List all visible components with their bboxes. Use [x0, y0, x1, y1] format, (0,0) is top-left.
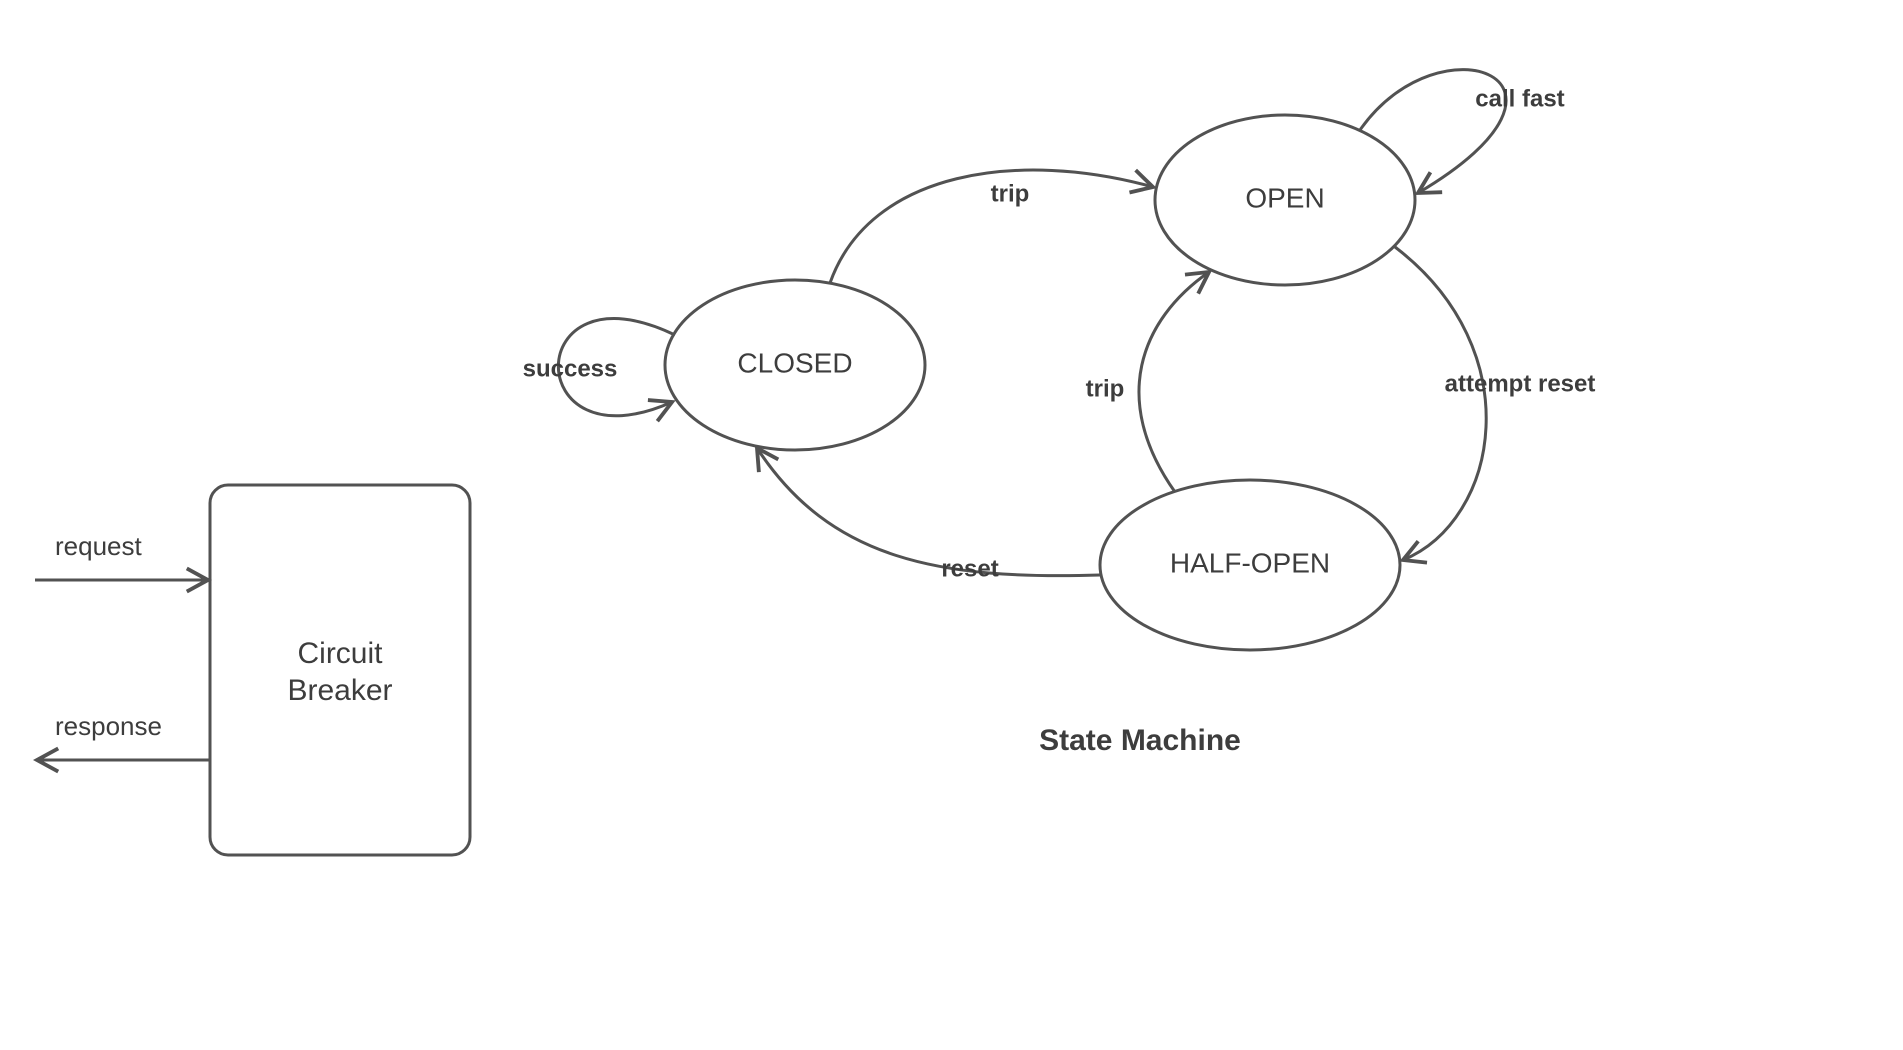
edge-attemptreset-label: attempt reset	[1445, 370, 1596, 397]
edge-attempt-reset: attempt reset	[1395, 247, 1595, 560]
edge-success-label: success	[523, 355, 618, 382]
circuit-breaker-label-2: Breaker	[287, 674, 392, 707]
edge-trip-halfopen-open: trip	[1086, 272, 1209, 492]
state-halfopen-label: HALF-OPEN	[1170, 547, 1330, 578]
edge-callfast-label: call fast	[1475, 85, 1564, 112]
response-arrow: response	[37, 711, 210, 760]
state-closed: CLOSED	[665, 280, 925, 450]
state-open: OPEN	[1155, 115, 1415, 285]
edge-trip-co-label: trip	[991, 180, 1030, 207]
edge-callfast: call fast	[1360, 70, 1565, 193]
edge-trip-closed-open: trip	[830, 170, 1153, 283]
state-halfopen: HALF-OPEN	[1100, 480, 1400, 650]
response-label: response	[55, 711, 162, 741]
edge-trip-ho-label: trip	[1086, 375, 1125, 402]
circuit-breaker-box: Circuit Breaker	[210, 485, 470, 855]
edge-success: success	[523, 319, 675, 416]
state-machine-title: State Machine	[1039, 724, 1241, 757]
circuit-breaker-label-1: Circuit	[297, 637, 383, 670]
circuit-breaker-state-machine-diagram: Circuit Breaker request response CLOSED …	[0, 0, 1903, 1050]
edge-reset: reset	[757, 448, 1100, 582]
state-closed-label: CLOSED	[737, 347, 852, 378]
state-open-label: OPEN	[1245, 182, 1324, 213]
edge-reset-label: reset	[941, 555, 998, 582]
request-arrow: request	[35, 531, 208, 580]
request-label: request	[55, 531, 142, 561]
